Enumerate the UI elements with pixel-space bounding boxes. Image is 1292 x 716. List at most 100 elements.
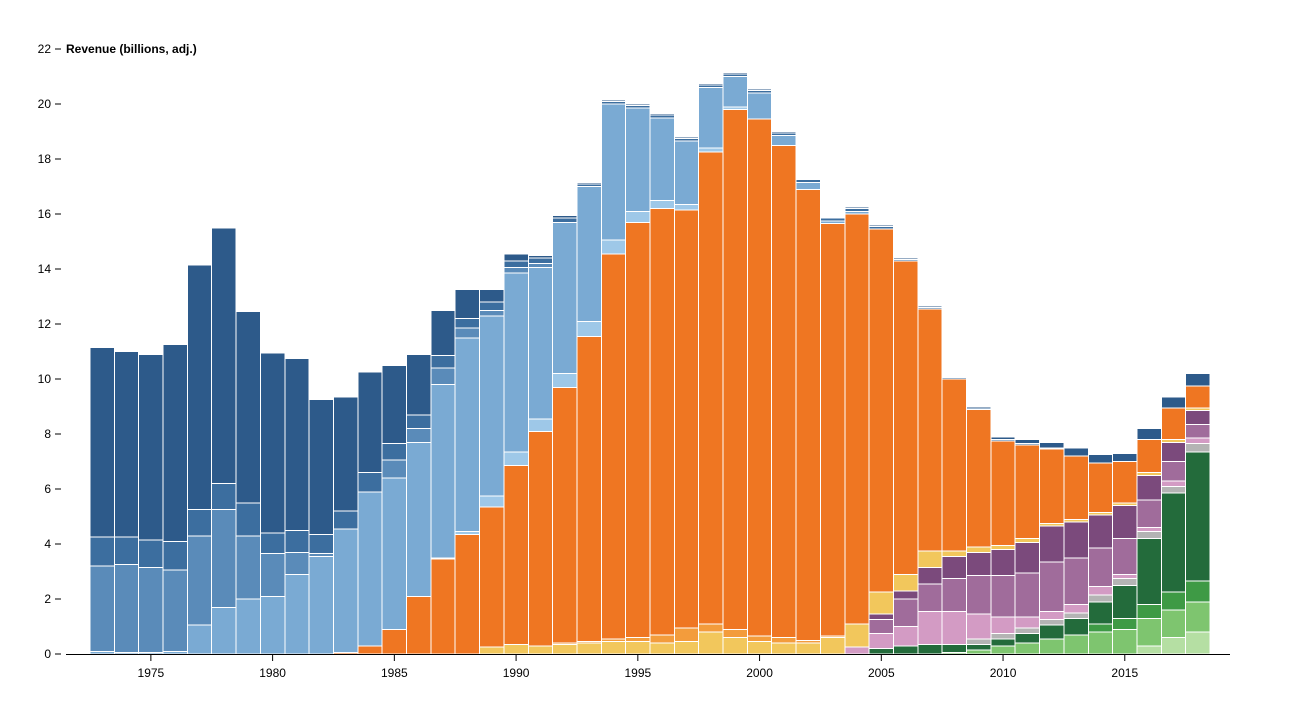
bar-1984 (357, 371, 383, 655)
bar-segment-1992-s15 (552, 217, 578, 223)
bar-segment-2011-s11 (1014, 444, 1041, 539)
bar-segment-2008-s7 (941, 577, 968, 612)
bar-segment-1987-s14 (430, 367, 456, 385)
y-tick-label-22: 22 (38, 42, 52, 56)
bar-1978 (211, 227, 237, 655)
bar-segment-2014-s5 (1087, 594, 1114, 603)
bar-segment-1985-s13 (381, 477, 408, 630)
bar-segment-2004-s11 (844, 213, 870, 625)
x-tick-label-1985: 1985 (381, 666, 408, 680)
bar-segment-2010-s2 (990, 645, 1016, 655)
bar-segment-2018-s4 (1185, 451, 1211, 582)
bar-segment-2006-s9 (892, 573, 919, 592)
bar-segment-2005-s16 (868, 224, 894, 227)
bar-2007 (917, 305, 943, 655)
bar-segment-1975-s14 (138, 566, 164, 654)
bar-1982 (308, 399, 334, 655)
bar-2010 (990, 436, 1016, 655)
bar-segment-1992-s11 (552, 386, 578, 644)
bar-segment-2018-s5 (1185, 443, 1211, 453)
bar-segment-1996-s12 (649, 199, 675, 209)
bar-segment-2000-s13 (746, 92, 773, 120)
bar-segment-1997-s10 (673, 627, 700, 643)
bar-segment-2018-s2 (1185, 601, 1211, 633)
bar-segment-2008-s6 (941, 610, 968, 645)
bar-segment-2017-s5 (1160, 485, 1187, 494)
bar-segment-1988-s16 (454, 289, 481, 320)
bar-segment-2002-s9 (795, 642, 821, 655)
bar-2008 (941, 375, 968, 655)
bar-segment-1995-s11 (625, 221, 651, 638)
bar-segment-2014-s3 (1087, 623, 1114, 633)
bar-segment-2006-s6 (892, 626, 919, 647)
x-tick-label-1990: 1990 (503, 666, 530, 680)
bar-segment-2013-s4 (1063, 617, 1089, 636)
x-tick-label-2000: 2000 (746, 666, 773, 680)
bar-1980 (259, 352, 286, 655)
bar-segment-2009-s2 (966, 649, 992, 655)
bar-segment-2012-s11 (1039, 448, 1065, 524)
bar-segment-2006-s8 (892, 590, 919, 600)
y-tick-label-0: 0 (44, 647, 51, 661)
bar-segment-1991-s12 (527, 418, 554, 432)
bar-segment-2000-s10 (746, 635, 773, 643)
bar-segment-1984-s13 (357, 491, 383, 647)
bar-segment-1998-s12 (698, 147, 724, 153)
bar-1988 (454, 289, 481, 655)
bar-1977 (186, 264, 213, 655)
bar-1973 (89, 346, 115, 655)
bar-segment-2015-s3 (1112, 617, 1138, 630)
bar-segment-1975-s16 (138, 353, 164, 541)
bar-segment-2012-s4 (1039, 624, 1065, 640)
bar-segment-2009-s9 (966, 546, 992, 553)
y-axis-title: Revenue (billions, adj.) (66, 42, 197, 56)
bar-segment-1982-s15 (308, 533, 334, 555)
bar-1975 (138, 353, 164, 655)
bar-segment-1992-s16 (552, 214, 578, 219)
bar-segment-2014-s11 (1087, 462, 1114, 513)
y-tick-label-12: 12 (38, 317, 52, 331)
bar-segment-2016-s3 (1136, 604, 1162, 619)
bar-segment-1981-s15 (284, 529, 310, 553)
bar-segment-2006-s4 (892, 645, 919, 655)
bar-1996 (649, 113, 675, 655)
bar-segment-2010-s8 (990, 549, 1016, 577)
bar-segment-2001-s9 (771, 642, 797, 655)
bar-2017 (1160, 396, 1187, 655)
bar-1985 (381, 364, 408, 655)
bar-1976 (162, 344, 188, 655)
x-axis: 1975 1980 1985 1990 1995 2000 2005 2010 2015 (66, 654, 1230, 680)
bar-segment-2001-s16 (771, 131, 797, 134)
bar-segment-2009-s6 (966, 613, 992, 640)
bar-segment-1990-s11 (503, 465, 529, 645)
bar-segment-2007-s11 (917, 308, 943, 552)
bar-segment-1987-s16 (430, 309, 456, 357)
bar-segment-1993-s13 (576, 186, 602, 322)
bar-segment-1998-s13 (698, 87, 724, 149)
bar-segment-2007-s8 (917, 566, 943, 585)
bar-segment-1988-s13 (454, 337, 481, 533)
bar-segment-1973-s14 (89, 565, 115, 652)
bar-segment-1988-s14 (454, 327, 481, 339)
bar-1997 (673, 136, 700, 655)
bar-segment-2014-s4 (1087, 601, 1114, 625)
bar-segment-1989-s15 (479, 301, 505, 311)
bar-segment-1982-s16 (308, 399, 334, 535)
bar-segment-1977-s14 (186, 535, 213, 626)
bar-segment-1986-s13 (406, 441, 432, 597)
y-tick-label-8: 8 (44, 427, 51, 441)
bar-segment-2009-s16 (966, 406, 992, 409)
bar-segment-2005-s8 (868, 613, 894, 621)
bar-1987 (430, 309, 456, 655)
bar-1989 (479, 289, 505, 655)
bar-segment-2017-s8 (1160, 441, 1187, 462)
bar-segment-2012-s2 (1039, 638, 1065, 655)
bar-segment-2007-s9 (917, 550, 943, 568)
bar-segment-2005-s11 (868, 228, 894, 593)
bar-segment-2011-s7 (1014, 572, 1041, 618)
bar-2004 (844, 206, 870, 655)
bar-segment-1990-s15 (503, 260, 529, 269)
bar-segment-2004-s16 (844, 206, 870, 209)
bar-segment-1999-s16 (722, 71, 748, 75)
bar-segment-1983-s15 (332, 510, 359, 530)
